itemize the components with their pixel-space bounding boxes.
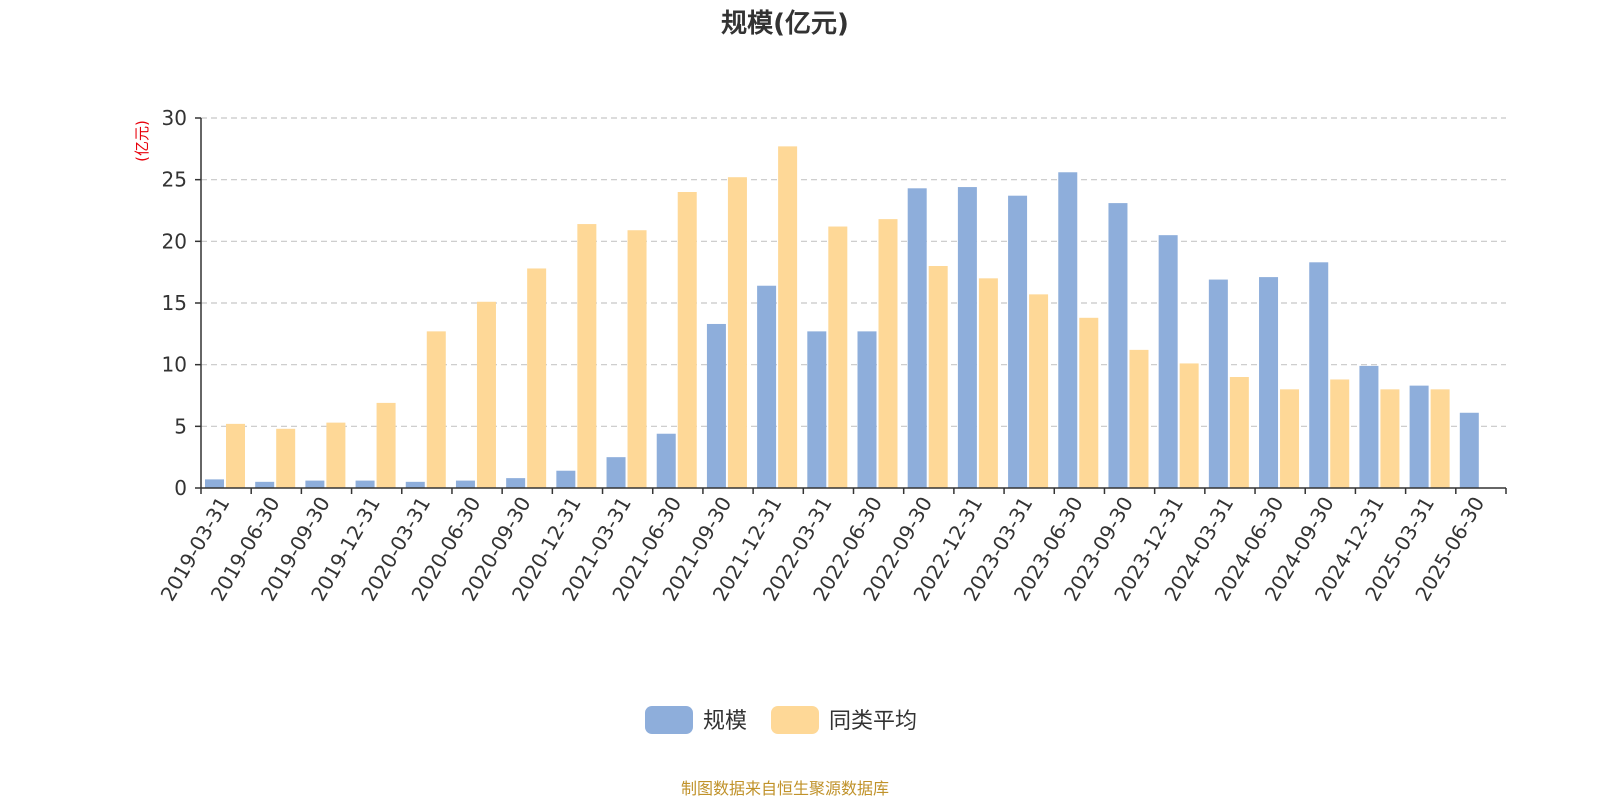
bar-scale[interactable] xyxy=(1158,235,1178,488)
bar-scale[interactable] xyxy=(1359,365,1379,488)
bar-peer-average[interactable] xyxy=(627,230,647,488)
y-axis-unit-label: (亿元) xyxy=(133,120,151,162)
bar-scale[interactable] xyxy=(907,188,927,489)
y-tick-label: 15 xyxy=(162,291,187,315)
legend-item-scale[interactable]: 规模 xyxy=(645,706,747,734)
bar-peer-average[interactable] xyxy=(1079,317,1099,488)
bar-peer-average[interactable] xyxy=(577,224,597,489)
legend-label: 同类平均 xyxy=(829,709,917,734)
bar-scale[interactable] xyxy=(757,285,777,488)
bar-peer-average[interactable] xyxy=(426,331,446,488)
bar-peer-average[interactable] xyxy=(1430,389,1450,488)
bar-peer-average[interactable] xyxy=(376,402,396,488)
bar-scale[interactable] xyxy=(405,481,425,488)
y-tick-label: 10 xyxy=(162,353,187,377)
bar-scale[interactable] xyxy=(857,331,877,488)
bar-scale[interactable] xyxy=(807,331,827,488)
bar-scale[interactable] xyxy=(1409,385,1429,488)
bar-scale[interactable] xyxy=(1309,262,1329,488)
source-note: 制图数据来自恒生聚源数据库 xyxy=(681,779,889,798)
bar-peer-average[interactable] xyxy=(1129,349,1149,488)
chart-title: 规模(亿元) xyxy=(721,9,849,39)
bar-scale[interactable] xyxy=(1259,277,1279,488)
bar-peer-average[interactable] xyxy=(1179,363,1199,488)
legend-swatch xyxy=(645,706,693,734)
bar-peer-average[interactable] xyxy=(226,423,245,488)
bar-scale[interactable] xyxy=(455,480,475,488)
bar-peer-average[interactable] xyxy=(727,177,747,488)
bar-scale[interactable] xyxy=(205,479,224,488)
bar-peer-average[interactable] xyxy=(677,192,697,488)
y-tick-label: 30 xyxy=(162,106,187,130)
bar-scale[interactable] xyxy=(957,187,977,489)
bar-peer-average[interactable] xyxy=(878,219,898,488)
bar-peer-average[interactable] xyxy=(928,266,948,488)
bar-scale[interactable] xyxy=(556,470,576,488)
legend[interactable]: 规模 同类平均 xyxy=(645,706,917,734)
legend-label: 规模 xyxy=(703,709,747,734)
gridlines xyxy=(201,117,1506,427)
bar-peer-average[interactable] xyxy=(1029,294,1049,488)
bars-layer xyxy=(205,146,1479,489)
bar-scale[interactable] xyxy=(506,478,526,488)
bar-scale[interactable] xyxy=(355,480,375,488)
bar-peer-average[interactable] xyxy=(326,422,346,488)
y-tick-label: 5 xyxy=(174,414,187,438)
bar-scale[interactable] xyxy=(1108,203,1128,488)
bar-scale[interactable] xyxy=(1459,412,1479,488)
bar-peer-average[interactable] xyxy=(978,278,998,488)
bar-scale[interactable] xyxy=(656,433,676,488)
bar-scale[interactable] xyxy=(1008,195,1028,488)
bar-peer-average[interactable] xyxy=(476,301,496,488)
bar-peer-average[interactable] xyxy=(828,226,848,489)
bar-scale[interactable] xyxy=(606,457,626,488)
legend-item-peer-average[interactable]: 同类平均 xyxy=(771,706,917,734)
bar-scale[interactable] xyxy=(1058,172,1078,488)
bar-peer-average[interactable] xyxy=(1380,389,1400,488)
bar-peer-average[interactable] xyxy=(1280,389,1300,488)
y-tick-label: 20 xyxy=(162,229,187,253)
bar-scale[interactable] xyxy=(706,323,726,488)
y-tick-label: 25 xyxy=(162,168,187,192)
y-tick-label: 0 xyxy=(174,476,187,500)
bar-peer-average[interactable] xyxy=(276,428,296,488)
bar-peer-average[interactable] xyxy=(1229,377,1249,488)
bar-peer-average[interactable] xyxy=(527,268,547,488)
bar-scale[interactable] xyxy=(1208,279,1228,488)
bar-scale[interactable] xyxy=(305,480,325,488)
legend-swatch xyxy=(771,706,819,734)
bar-scale[interactable] xyxy=(255,481,275,488)
bar-peer-average[interactable] xyxy=(778,146,798,488)
bar-peer-average[interactable] xyxy=(1330,379,1350,488)
